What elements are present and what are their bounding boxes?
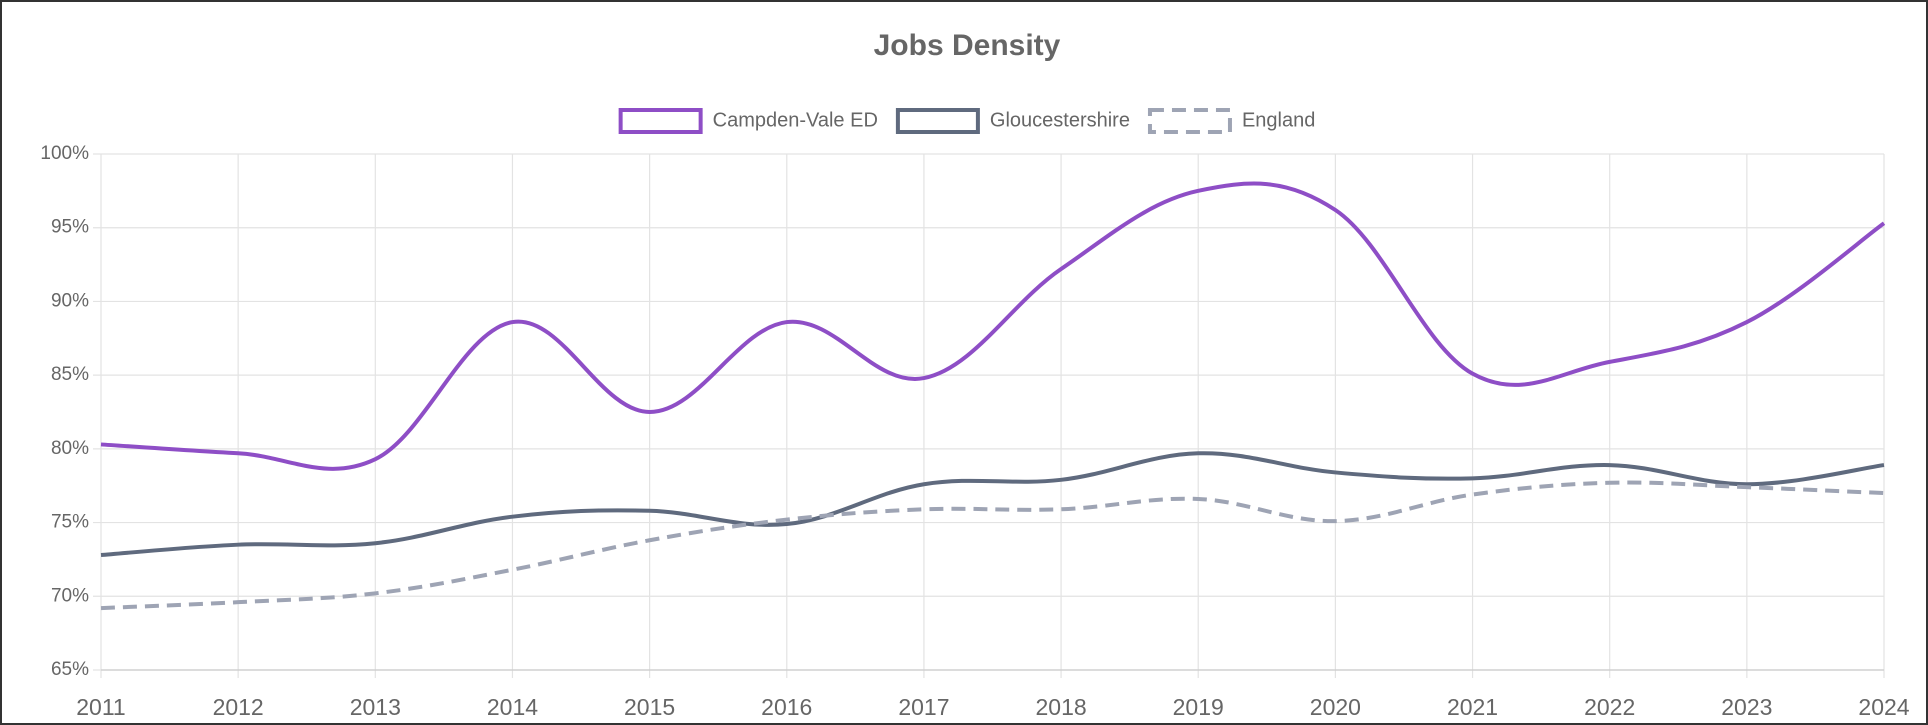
x-tick-label: 2011 xyxy=(76,694,125,720)
x-tick-label: 2023 xyxy=(1721,694,1772,720)
line-series xyxy=(100,451,1885,558)
y-tick-label: 75% xyxy=(51,512,89,533)
x-tick-label: 2024 xyxy=(1858,694,1909,720)
x-tick-label: 2017 xyxy=(898,694,949,720)
chart-title: Jobs Density xyxy=(874,29,1061,62)
legend-label: Campden-Vale ED xyxy=(713,109,878,131)
y-tick-label: 90% xyxy=(51,290,89,311)
x-tick-label: 2018 xyxy=(1035,694,1086,720)
x-tick-label: 2015 xyxy=(624,694,675,720)
y-tick-label: 100% xyxy=(40,143,89,164)
y-tick-label: 80% xyxy=(51,438,89,459)
legend-label: England xyxy=(1242,109,1315,131)
x-tick-label: 2022 xyxy=(1584,694,1635,720)
line-series xyxy=(100,480,1885,611)
line-series xyxy=(100,181,1886,471)
y-tick-label: 85% xyxy=(51,364,89,385)
x-tick-label: 2012 xyxy=(213,694,264,720)
x-tick-label: 2021 xyxy=(1447,694,1498,720)
legend-label: Gloucestershire xyxy=(990,109,1130,131)
legend-swatch xyxy=(895,108,980,134)
y-tick-label: 70% xyxy=(51,585,89,606)
x-tick-label: 2014 xyxy=(487,694,538,720)
y-tick-label: 95% xyxy=(51,217,89,238)
legend: Campden-Vale ED Gloucestershire England xyxy=(618,108,1315,134)
x-tick-label: 2016 xyxy=(761,694,812,720)
x-tick-label: 2019 xyxy=(1173,694,1224,720)
legend-swatch xyxy=(1147,108,1232,134)
legend-swatch xyxy=(618,108,703,134)
y-tick-label: 65% xyxy=(51,659,89,680)
x-tick-label: 2013 xyxy=(350,694,401,720)
x-tick-label: 2020 xyxy=(1310,694,1361,720)
